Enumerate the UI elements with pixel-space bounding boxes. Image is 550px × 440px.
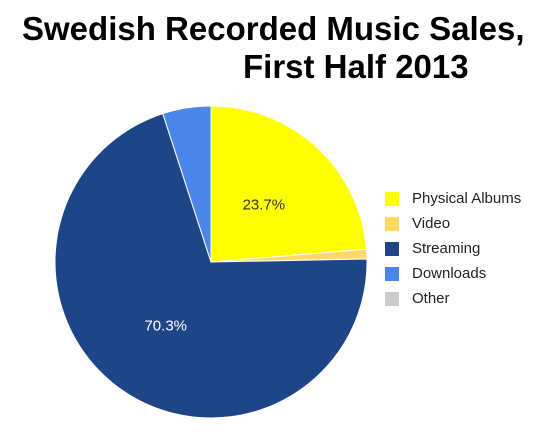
chart-title-line-2: First Half 2013 bbox=[243, 48, 469, 85]
legend-swatch-downloads bbox=[385, 266, 399, 281]
legend-item-physical-albums: Physical Albums bbox=[385, 190, 521, 207]
pie-slice-streaming bbox=[54, 113, 368, 419]
pie-slices bbox=[54, 105, 368, 419]
legend-item-streaming: Streaming bbox=[385, 240, 521, 257]
pie-data-labels: 23.7% 70.3% bbox=[144, 197, 285, 335]
legend-label-other: Other bbox=[412, 290, 450, 307]
legend-item-video: Video bbox=[385, 215, 521, 232]
legend-item-other: Other bbox=[385, 290, 521, 307]
data-label-streaming: 70.3% bbox=[144, 318, 187, 335]
legend-swatch-other bbox=[385, 291, 399, 306]
legend-label-video: Video bbox=[412, 215, 451, 232]
legend-swatch-video bbox=[385, 216, 399, 231]
legend-swatch-physical-albums bbox=[385, 191, 399, 206]
legend-label-streaming: Streaming bbox=[412, 240, 481, 257]
legend-label-downloads: Downloads bbox=[412, 265, 487, 282]
chart-legend: Physical Albums Video Streaming Downloads Ot… bbox=[385, 190, 521, 315]
pie-slice-physical-albums bbox=[210, 105, 368, 263]
chart-title-line-1: Swedish Recorded Music Sales, bbox=[22, 10, 525, 47]
legend-swatch-streaming bbox=[385, 241, 399, 256]
data-label-physical-albums: 23.7% bbox=[243, 197, 286, 214]
legend-label-physical-albums: Physical Albums bbox=[412, 190, 522, 207]
legend-item-downloads: Downloads bbox=[385, 265, 521, 282]
pie-slice-downloads bbox=[162, 105, 212, 263]
